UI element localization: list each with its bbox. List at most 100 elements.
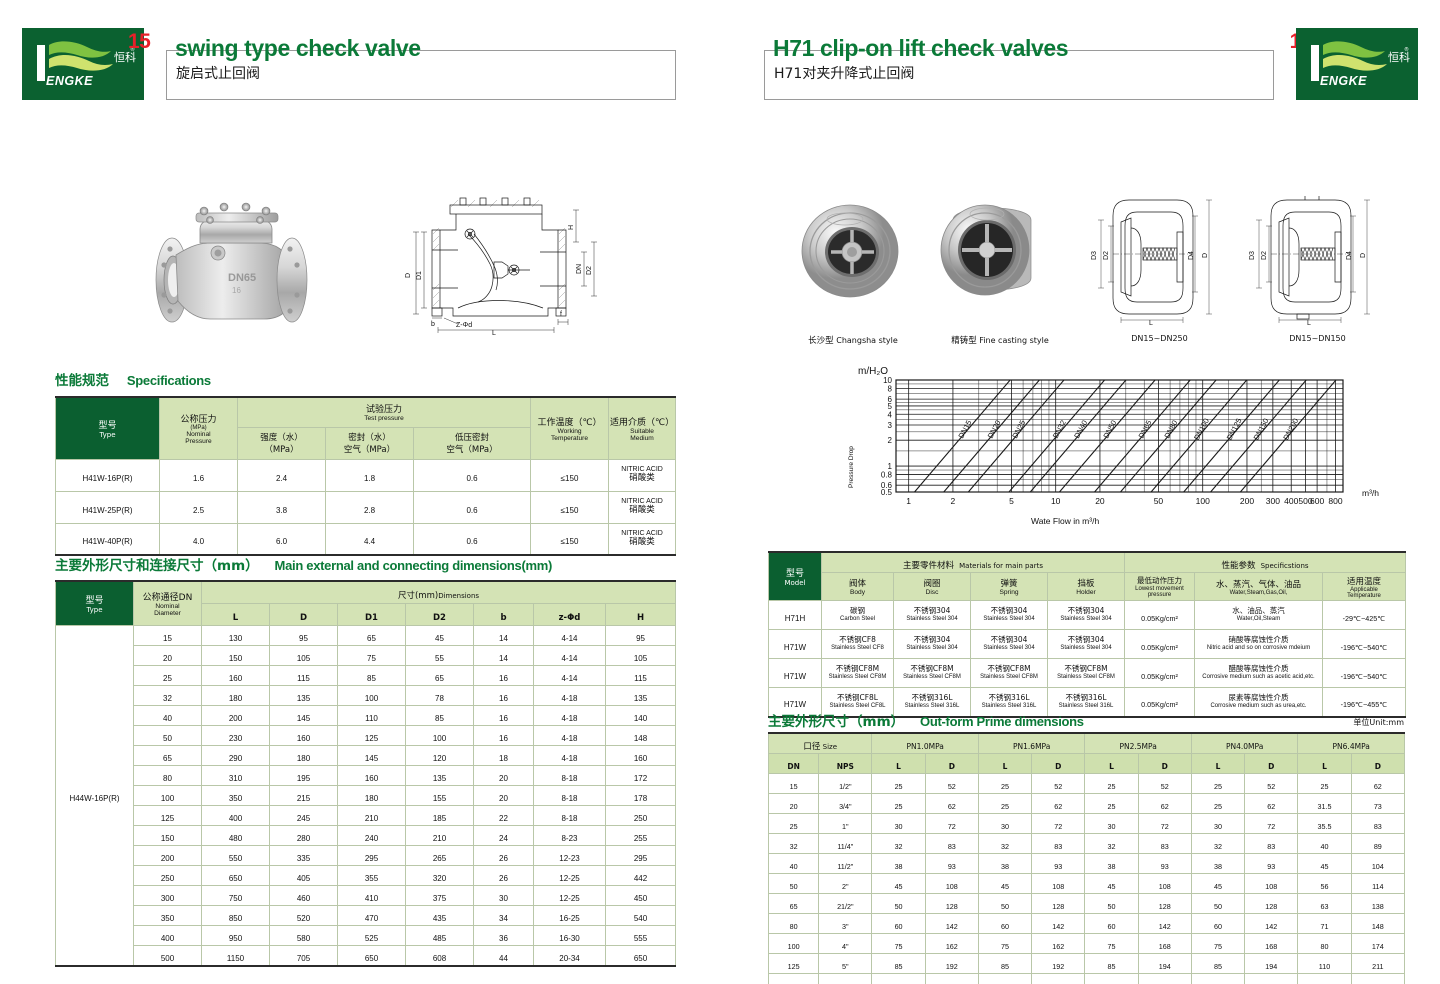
out-cell-v8: 35.5 — [1297, 813, 1352, 834]
mat-cell-holder: 不锈钢304 Stainless Steel 304 — [1047, 629, 1125, 659]
out-cell-nps: 11/4" — [818, 833, 873, 854]
dim-cell-zd: 16-25 — [533, 904, 606, 926]
out-cell-nps: 5" — [818, 953, 873, 974]
dim-cell-D1: 65 — [337, 624, 406, 646]
out-cell-v8: 80 — [1297, 933, 1352, 954]
out-cell-v2: 32 — [977, 833, 1033, 854]
dim-cell-b: 14 — [473, 624, 534, 646]
mat-cell-temp: -196℃~540℃ — [1321, 629, 1407, 659]
dim-cell-D1: 125 — [337, 724, 406, 746]
svg-text:DN65: DN65 — [1137, 419, 1154, 440]
out-cell-dn: 15 — [767, 773, 820, 794]
dim-cell-zd: 20-34 — [533, 944, 606, 967]
dim-cell-L: 650 — [201, 864, 270, 886]
dim-cell-b: 26 — [473, 864, 534, 886]
svg-text:DN65: DN65 — [228, 272, 256, 284]
out-cell-dn: 100 — [767, 933, 820, 954]
table-row: H71W 不锈钢CF8L Stainless Steel CF8L 不锈钢316L… — [768, 687, 1407, 718]
out-cell-v2: 45 — [977, 873, 1033, 894]
page-title-right-cn: H71对夹升降式止回阀 — [774, 66, 915, 82]
out-cell-v1: 72 — [924, 813, 979, 834]
out-cell-v8: 63 — [1297, 893, 1352, 914]
spec-header-working-temp: 工作温度（℃） Working Temperature — [530, 396, 610, 460]
spec-cell-seal: 4.4 — [325, 522, 414, 556]
out-cell-v5: 72 — [1137, 813, 1192, 834]
out-cell-v7: 142 — [1244, 913, 1299, 934]
out-cell-v2: 38 — [977, 853, 1033, 874]
out-cell-v6: 25 — [1190, 773, 1246, 794]
table-row: H44W-16P(R) 15 130 95 65 45 14 4-14 95 — [55, 624, 677, 967]
out-cell-v6: 102 — [1190, 973, 1246, 984]
dim-cell-dn: 250 — [133, 864, 202, 886]
out-cell-dn: 50 — [767, 873, 820, 894]
mat-cell-media: 水、油品、蒸汽 Water,Oil,Steam — [1194, 600, 1323, 630]
mat-cell-model: H71W — [768, 629, 822, 659]
out-cell-v6: 25 — [1190, 793, 1246, 814]
out-cell-dn: 25 — [767, 813, 820, 834]
svg-text:5: 5 — [1009, 496, 1014, 506]
page-title-left-cn: 旋启式止回阀 — [176, 66, 260, 82]
out-cell-dn: 150 — [767, 973, 820, 984]
dim-cell-H: 148 — [604, 724, 677, 746]
out-cell-v4: 102 — [1084, 973, 1139, 984]
caption-fine-casting-cn: 精铸型 — [951, 336, 977, 346]
out-header-size: 口径 Size — [767, 732, 873, 754]
table-row: 40 11/2" 38 93 38 93 38 93 38 93 45 104 — [767, 853, 1406, 874]
table-row: 150 6"102218102218102224102224125248 — [767, 973, 1406, 984]
dim-cell-D: 115 — [269, 664, 338, 686]
spec-cell-low-seal: 0.6 — [412, 522, 532, 556]
dim-cell-zd: 12-25 — [533, 864, 606, 886]
dim-cell-D1: 100 — [337, 684, 406, 706]
out-cell-nps: 11/2" — [818, 853, 873, 874]
out-cell-v7: 93 — [1244, 853, 1299, 874]
dim-cell-D: 95 — [269, 624, 338, 646]
out-cell-v8: 110 — [1297, 953, 1352, 974]
mat-cell-holder: 不锈钢304 Stainless Steel 304 — [1047, 600, 1125, 630]
mat-cell-temp: -29℃~425℃ — [1321, 600, 1407, 630]
out-cell-v8: 45 — [1297, 853, 1352, 874]
out-cell-v5: 128 — [1137, 893, 1192, 914]
out-cell-v2: 25 — [977, 793, 1033, 814]
out-cell-dn: 125 — [767, 953, 820, 974]
svg-text:DN: DN — [576, 264, 583, 274]
svg-text:50: 50 — [1154, 496, 1164, 506]
dim-cell-dn: 500 — [133, 944, 202, 967]
dim-cell-D2: 78 — [405, 684, 474, 706]
out-cell-v7: 128 — [1244, 893, 1299, 914]
dim-cell-zd: 8-18 — [533, 764, 606, 786]
dim-cell-L: 130 — [201, 624, 270, 646]
dim-cell-D1: 75 — [337, 644, 406, 666]
mat-cell-body: 碳钢 Carbon Steel — [821, 600, 894, 630]
caption-fine-casting: 精铸型 Fine casting style — [940, 334, 1060, 346]
mat-header-model: 型号 Model — [768, 551, 822, 601]
svg-text:DN150: DN150 — [1252, 417, 1271, 442]
out-cell-v9: 248 — [1350, 973, 1406, 984]
table-row: H71H 碳钢 Carbon Steel 不锈钢304 Stainless Stee… — [768, 600, 1407, 630]
svg-text:f: f — [560, 311, 562, 318]
spec-cell-type: H41W-25P(R) — [55, 490, 160, 524]
out-cell-v0: 102 — [871, 973, 926, 984]
out-cell-v7: 72 — [1244, 813, 1299, 834]
out-cell-v3: 218 — [1031, 973, 1086, 984]
dim-cell-H: 95 — [604, 624, 677, 646]
caption-changsha-en: Changsha style — [836, 336, 898, 345]
out-cell-nps: 21/2" — [818, 893, 873, 914]
dim-cell-D1: 470 — [337, 904, 406, 926]
table-row: 125 400 245 210 185 22 8-18 250 — [56, 804, 677, 826]
dim-cell-dn: 125 — [133, 804, 202, 826]
page-title-left-en: swing type check valve — [175, 35, 421, 61]
out-cell-v7: 168 — [1244, 933, 1299, 954]
out-cell-v2: 85 — [977, 953, 1033, 974]
dim-cell-zd: 8-23 — [533, 824, 606, 846]
spec-cell-strength: 3.8 — [237, 490, 326, 524]
dim-cell-D: 135 — [269, 684, 338, 706]
table-row: 25 1" 30 72 30 72 30 72 30 72 35.5 83 — [767, 813, 1406, 834]
spec-header-type: 型号 Type — [55, 396, 160, 460]
svg-text:D: D — [1360, 253, 1367, 258]
dim-cell-H: 250 — [604, 804, 677, 826]
dim-cell-L: 950 — [201, 924, 270, 946]
dim-cell-b: 36 — [473, 924, 534, 946]
svg-text:DN100: DN100 — [1192, 417, 1211, 442]
out-subheader-7: D — [1137, 753, 1192, 774]
